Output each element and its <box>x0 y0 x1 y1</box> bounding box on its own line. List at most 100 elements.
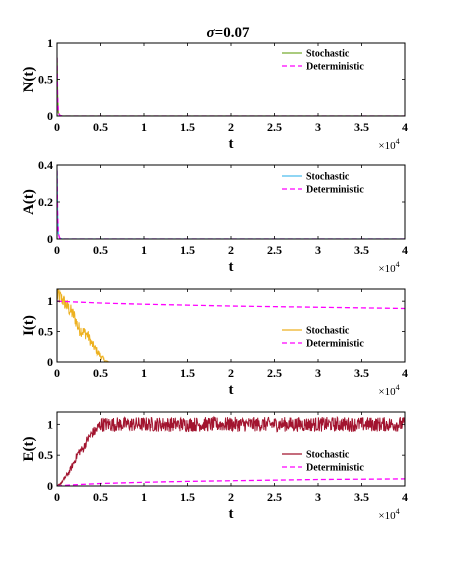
y-axis-label: A(t) <box>21 189 37 215</box>
x-tick-label: 4 <box>402 366 408 380</box>
x-axis-label: t <box>229 506 234 522</box>
x-multiplier: ×104 <box>378 260 399 275</box>
x-tick-label: 4 <box>402 490 408 504</box>
x-tick-label: 2.5 <box>267 490 282 504</box>
legend-label-deterministic: Deterministic <box>306 339 364 350</box>
legend-label-deterministic: Deterministic <box>306 463 364 474</box>
y-tick-label: 0 <box>47 232 53 246</box>
series-line-deterministic <box>57 300 405 310</box>
axes-box <box>56 288 406 363</box>
x-tick-label: 2 <box>228 243 234 257</box>
subplot-et: 0 0.5 1 1.5 2 2.5 3 3.5 400.51tE(t)×104Stochasti… <box>21 411 408 522</box>
subplot-it: 0 0.5 1 1.5 2 2.5 3 3.5 400.51tI(t)×104Stochasti… <box>21 288 408 398</box>
x-multiplier: ×104 <box>378 507 399 522</box>
x-tick-label: 0.5 <box>93 490 108 504</box>
x-multiplier: ×104 <box>378 383 399 398</box>
legend: Stochastic Deterministic <box>282 49 364 73</box>
x-axis-label: t <box>229 136 234 152</box>
legend-label-stochastic: Stochastic <box>306 49 350 60</box>
x-tick-label: 2 <box>228 366 234 380</box>
y-tick-label: 0.5 <box>38 448 53 462</box>
series-line-deterministic <box>57 170 405 239</box>
y-tick-label: 0.2 <box>38 195 53 209</box>
y-tick-label: 1 <box>47 36 53 50</box>
y-tick-label: 0.5 <box>38 325 53 339</box>
x-tick-label: 4 <box>402 120 408 134</box>
x-tick-label: 1 <box>141 366 147 380</box>
x-tick-label: 1 <box>141 243 147 257</box>
plot-area <box>57 289 405 362</box>
x-tick-label: 0 <box>54 366 60 380</box>
y-axis-label: I(t) <box>21 315 37 336</box>
x-tick-label: 3 <box>315 490 321 504</box>
x-tick-label: 0 <box>54 243 60 257</box>
y-tick-label: 1 <box>47 294 53 308</box>
plot-area <box>57 415 405 486</box>
x-multiplier-exponent: 4 <box>396 383 400 392</box>
series-line-deterministic <box>57 57 405 116</box>
y-tick-label: 0 <box>47 355 53 369</box>
y-axis-label: E(t) <box>21 437 37 462</box>
x-tick-label: 1 <box>141 490 147 504</box>
subplot-at: 0 0.5 1 1.5 2 2.5 3 3.5 400.20.4tA(t)×104Stochas… <box>21 158 408 275</box>
x-tick-label: 3.5 <box>354 243 369 257</box>
x-axis-label: t <box>229 382 234 398</box>
x-tick-label: 3.5 <box>354 490 369 504</box>
subplot-nt: 0 0.5 1 1.5 2 2.5 3 3.5 4 0 0.5 1 t N(t) ×104 Stochasti… <box>21 36 408 152</box>
x-tick-label: 4 <box>402 243 408 257</box>
x-tick-label: 0 <box>54 490 60 504</box>
x-tick-label: 0 <box>54 120 60 134</box>
axes-box <box>56 42 406 117</box>
y-tick-label: 0 <box>47 479 53 493</box>
x-multiplier-base: ×10 <box>378 263 396 275</box>
x-tick-label: 1 <box>141 120 147 134</box>
legend-label-deterministic: Deterministic <box>306 185 364 196</box>
x-tick-label: 1.5 <box>180 366 195 380</box>
title-sigma-value: =0.07 <box>215 25 250 41</box>
x-tick-label: 0.5 <box>93 366 108 380</box>
x-tick-label: 3.5 <box>354 366 369 380</box>
x-tick-label: 2.5 <box>267 243 282 257</box>
x-tick-label: 0.5 <box>93 120 108 134</box>
x-tick-label: 1.5 <box>180 243 195 257</box>
x-tick-label: 3 <box>315 120 321 134</box>
title-sigma-symbol: σ <box>207 25 216 41</box>
x-multiplier-exponent: 4 <box>396 137 400 146</box>
figure-title: σ=0.07 <box>207 25 250 41</box>
legend-label-deterministic: Deterministic <box>306 62 364 73</box>
legend: Stochastic Deterministic <box>282 172 364 196</box>
x-multiplier: ×104 <box>378 137 399 152</box>
legend: Stochastic Deterministic <box>282 450 364 474</box>
x-tick-label: 2.5 <box>267 366 282 380</box>
x-multiplier-base: ×10 <box>378 386 396 398</box>
y-axis-label: N(t) <box>21 67 37 93</box>
legend-label-stochastic: Stochastic <box>306 450 350 461</box>
x-multiplier-exponent: 4 <box>396 260 400 269</box>
plot-area <box>57 170 405 239</box>
x-tick-label: 3 <box>315 366 321 380</box>
series-line-stochastic <box>57 415 405 486</box>
x-tick-label: 2 <box>228 120 234 134</box>
legend-label-stochastic: Stochastic <box>306 172 350 183</box>
x-tick-label: 2.5 <box>267 120 282 134</box>
y-tick-label: 0.4 <box>38 158 53 172</box>
x-axis-label: t <box>229 259 234 275</box>
x-multiplier-exponent: 4 <box>396 507 400 516</box>
x-multiplier-base: ×10 <box>378 510 396 522</box>
y-tick-label: 1 <box>47 417 53 431</box>
x-tick-label: 1.5 <box>180 120 195 134</box>
x-tick-label: 2 <box>228 490 234 504</box>
series-line-stochastic <box>57 289 405 362</box>
legend-label-stochastic: Stochastic <box>306 326 350 337</box>
axes-box <box>56 164 406 240</box>
series-line-deterministic <box>57 478 405 486</box>
x-tick-label: 3 <box>315 243 321 257</box>
x-tick-label: 0.5 <box>93 243 108 257</box>
y-tick-label: 0.5 <box>38 73 53 87</box>
x-tick-label: 3.5 <box>354 120 369 134</box>
plot-area <box>57 57 405 116</box>
y-tick-label: 0 <box>47 109 53 123</box>
series-line-stochastic <box>57 170 405 239</box>
x-tick-label: 1.5 <box>180 490 195 504</box>
